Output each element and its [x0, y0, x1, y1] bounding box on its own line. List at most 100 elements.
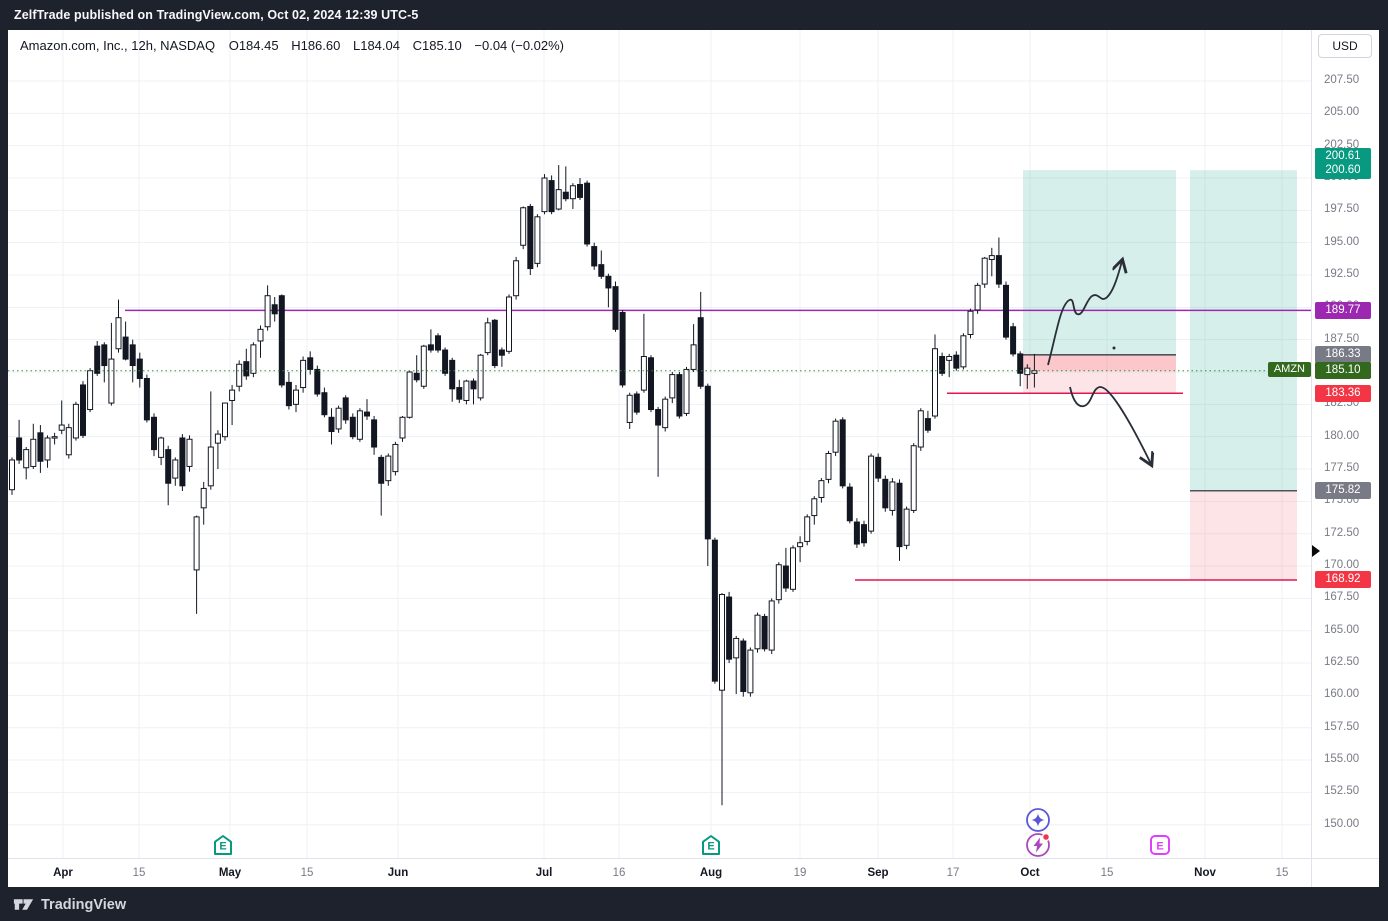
candle-body	[527, 205, 534, 270]
candle-body	[420, 345, 427, 387]
candle-body	[832, 420, 839, 453]
price-tick-label: 197.50	[1324, 203, 1360, 216]
earnings-icon[interactable]: E	[214, 835, 232, 855]
candle-body	[300, 359, 307, 389]
publish-info-link[interactable]: ZelfTrade published on TradingView.com, …	[14, 8, 419, 22]
candle-body	[392, 443, 399, 473]
candle-body	[562, 191, 569, 200]
candle-body	[307, 357, 314, 370]
up-scenario-arrow-icon	[1047, 261, 1122, 366]
candle-body	[143, 377, 150, 421]
candle-body	[335, 407, 342, 430]
profit-zone	[1190, 170, 1297, 491]
candle-body	[868, 455, 875, 532]
candle-body	[271, 304, 278, 315]
candle-body	[853, 521, 860, 545]
candle-body	[839, 419, 846, 487]
candle-body	[981, 257, 988, 285]
candle-body	[115, 317, 122, 350]
candle-body	[136, 358, 143, 379]
candle-body	[427, 344, 434, 351]
candle-body	[23, 449, 30, 469]
time-tick-label: May	[218, 867, 242, 879]
candle-body	[200, 487, 207, 509]
idea-sparkle-icon[interactable]	[1026, 808, 1050, 832]
candle-body	[569, 185, 576, 200]
time-tick-label: 15	[300, 867, 314, 879]
earnings-badge-shape	[702, 835, 720, 855]
candle-body	[804, 516, 811, 542]
price-axis[interactable]: USD 207.50205.00202.50200.00197.50195.00…	[1311, 30, 1379, 886]
time-tick-label: Jul	[535, 867, 553, 879]
candle-body	[754, 614, 761, 650]
candle-body	[662, 398, 669, 429]
candle-body	[172, 459, 179, 479]
candle-body	[626, 394, 633, 423]
candle-body	[158, 437, 165, 458]
candle-body	[577, 183, 583, 198]
candle-body	[768, 600, 775, 651]
candle-body	[378, 456, 385, 484]
earnings-icon[interactable]: E	[1150, 835, 1170, 855]
candle-body	[704, 385, 711, 540]
candle-body	[683, 368, 690, 414]
time-tick-label: Apr	[53, 867, 73, 879]
candle-body	[456, 387, 463, 400]
price-tick-label: 170.00	[1324, 559, 1360, 572]
chart-plot-area[interactable]: E E E Amazon.com, Inc., 12h, NASDAQ O184.4…	[8, 30, 1311, 858]
candle-body	[236, 363, 243, 387]
candle-body	[591, 246, 598, 267]
candle-body	[726, 596, 733, 660]
time-tick-label: 15	[1275, 867, 1289, 879]
candle-body	[967, 310, 974, 336]
candle-body	[229, 389, 236, 401]
idea-lightning-icon[interactable]	[1026, 832, 1051, 857]
candle-body	[740, 640, 747, 692]
price-label-badge: 186.33	[1315, 346, 1371, 364]
earnings-label: E	[1156, 841, 1163, 853]
candle-body	[811, 498, 818, 517]
candle-body	[243, 361, 250, 377]
time-axis[interactable]: Apr 15 May 15 Jun Jul 16 Aug 19 Sep 17 Oct 15 Nov 15	[8, 858, 1311, 887]
candle-body	[186, 438, 193, 467]
candle-body	[612, 286, 619, 330]
stop-zone	[1023, 370, 1176, 394]
candle-body	[58, 424, 65, 431]
price-tick-label: 160.00	[1324, 688, 1360, 701]
candle-body	[498, 349, 505, 356]
candle-body	[1024, 367, 1031, 376]
candle-body	[87, 370, 94, 411]
sparkle-star-icon	[1031, 813, 1045, 827]
candle-body	[676, 374, 683, 417]
price-label-badge: 185.10	[1315, 362, 1371, 380]
candle-body	[371, 419, 378, 448]
down-scenario-arrow-icon	[1069, 386, 1151, 464]
price-label-badge: 168.92	[1315, 571, 1371, 589]
currency-toggle-button[interactable]: USD	[1318, 34, 1372, 58]
candle-body	[321, 392, 328, 416]
price-tick-label: 167.50	[1324, 591, 1360, 604]
open-value: O184.45	[228, 38, 279, 53]
footer-bar: TradingView	[0, 886, 1388, 921]
candle-body	[470, 380, 477, 390]
earnings-icon[interactable]: E	[702, 835, 720, 855]
candle-body	[825, 452, 832, 480]
candle-body	[782, 565, 789, 589]
time-tick-label: 16	[612, 867, 626, 879]
candle-body	[584, 182, 591, 245]
time-tick-label: Jun	[387, 867, 409, 879]
price-label-badge: 200.61	[1315, 147, 1371, 165]
candle-body	[37, 432, 44, 462]
candle-body	[619, 312, 626, 386]
price-tick-label: 165.00	[1324, 623, 1360, 636]
symbol-title: Amazon.com, Inc., 12h, NASDAQ	[20, 38, 216, 53]
high-value: H186.60	[291, 38, 341, 53]
candle-body	[477, 354, 484, 399]
candle-body	[1003, 284, 1009, 338]
candle-body	[598, 264, 605, 277]
candle-body	[101, 344, 108, 367]
candle-body	[1017, 353, 1024, 374]
candle-body	[640, 355, 647, 391]
tradingview-brand-link[interactable]: TradingView	[13, 894, 126, 915]
